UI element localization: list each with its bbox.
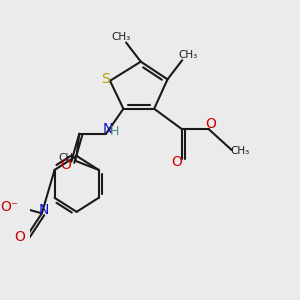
Text: O⁻: O⁻	[0, 200, 18, 214]
Text: CH₃: CH₃	[231, 146, 250, 157]
Text: CH₃: CH₃	[58, 152, 77, 163]
Text: CH₃: CH₃	[178, 50, 198, 60]
Text: O: O	[205, 117, 216, 131]
Text: S: S	[101, 72, 110, 86]
Text: O: O	[14, 230, 25, 244]
Text: N: N	[102, 122, 112, 136]
Text: H: H	[110, 125, 119, 138]
Text: CH₃: CH₃	[112, 32, 131, 42]
Text: N: N	[39, 203, 49, 218]
Text: O: O	[61, 158, 71, 172]
Text: O: O	[171, 155, 182, 169]
